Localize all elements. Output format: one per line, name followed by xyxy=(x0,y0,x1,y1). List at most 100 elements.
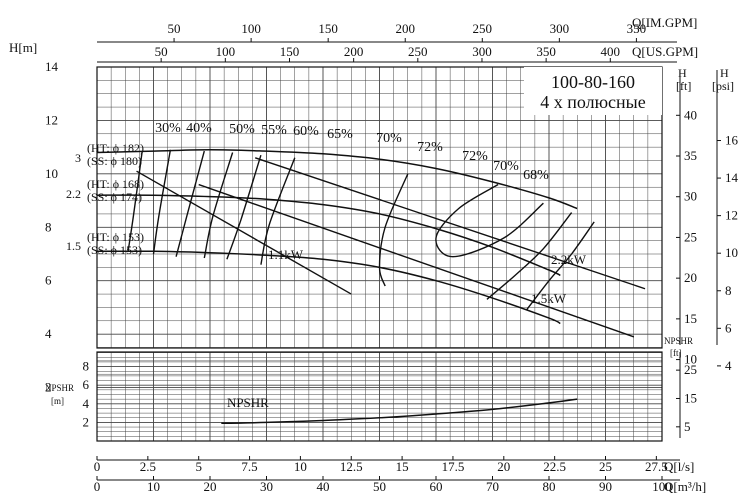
y-tick-label-head-m: 6 xyxy=(45,273,52,288)
y-axis-label-npshr-m-top: NPSHR xyxy=(45,383,74,393)
x-axis-label-ls: Q[l/s] xyxy=(664,459,694,474)
axes xyxy=(96,38,721,481)
y-axis-label-ft-bottom: [ft] xyxy=(676,79,691,93)
x-tick-label-imgpm: 300 xyxy=(550,21,570,36)
power-label: 1.1kW xyxy=(268,247,304,262)
y-tick-label-psi: 4 xyxy=(725,358,732,373)
efficiency-curve xyxy=(127,151,143,252)
x-tick-label-imgpm: 50 xyxy=(168,21,181,36)
series-label: 2.2 xyxy=(66,187,81,201)
series-sublabel-ss: (SS: ϕ 174) xyxy=(87,190,142,204)
x-tick-label-m3h: 50 xyxy=(373,479,386,494)
efficiency-label: 65% xyxy=(327,127,353,142)
x-tick-label-imgpm: 150 xyxy=(318,21,338,36)
x-tick-label-m3h: 60 xyxy=(430,479,443,494)
x-tick-label-usgpm: 100 xyxy=(216,44,236,59)
y-tick-label-head-m: 8 xyxy=(45,219,52,234)
y-axis-label-psi-bottom: [psi] xyxy=(712,79,734,93)
y-tick-label-npshr-m: 4 xyxy=(83,396,90,411)
y-tick-label-psi: 10 xyxy=(725,245,738,260)
x-tick-label-usgpm: 300 xyxy=(472,44,492,59)
y-axis-label-head-m: H[m] xyxy=(9,40,37,55)
series-sublabel-ht: (HT: ϕ 153) xyxy=(87,230,144,244)
x-tick-label-m3h: 20 xyxy=(204,479,217,494)
efficiency-label: 55% xyxy=(261,123,287,138)
series-label: 3 xyxy=(75,151,81,165)
power-line-1-1kw xyxy=(136,170,352,295)
head-frame xyxy=(96,66,663,349)
efficiency-curve xyxy=(525,221,595,311)
efficiency-label: 30% xyxy=(155,121,181,136)
efficiency-curve xyxy=(152,149,172,255)
x-tick-label-imgpm: 200 xyxy=(395,21,415,36)
x-tick-label-m3h: 0 xyxy=(94,479,101,494)
x-tick-label-ls: 12.5 xyxy=(340,459,363,474)
x-tick-label-ls: 17.5 xyxy=(442,459,465,474)
y-tick-label-ft: 25 xyxy=(684,229,697,244)
y-tick-label-npshr-m: 8 xyxy=(83,359,90,374)
y-tick-label-npshr-ft: 15 xyxy=(684,390,697,405)
series-sublabel-ht: (HT: ϕ 182) xyxy=(87,141,144,155)
x-axis-label-m3h: Q[m³/h] xyxy=(664,479,706,494)
power-line-1-5kw xyxy=(198,183,634,338)
efficiency-label: 70% xyxy=(493,159,519,174)
y-tick-label-npshr-ft: 5 xyxy=(684,419,691,434)
y-tick-label-psi: 14 xyxy=(725,170,739,185)
y-tick-label-head-m: 2 xyxy=(45,380,52,395)
series-sublabel-ht: (HT: ϕ 168) xyxy=(87,177,144,191)
y-tick-label-ft: 15 xyxy=(684,311,697,326)
efficiency-label: 40% xyxy=(186,121,212,136)
efficiency-curve xyxy=(203,152,234,259)
y-axis-label-npshr-m-bottom: [m] xyxy=(51,396,64,406)
x-tick-label-m3h: 70 xyxy=(486,479,499,494)
power-label: 2.2kW xyxy=(551,252,587,267)
y-tick-label-npshr-ft: 25 xyxy=(684,362,697,377)
y-tick-label-psi: 12 xyxy=(725,208,738,223)
series-sublabel-ss: (SS: ϕ 180) xyxy=(87,154,142,168)
x-tick-label-m3h: 10 xyxy=(147,479,160,494)
x-tick-label-ls: 20 xyxy=(497,459,510,474)
efficiency-curve xyxy=(378,173,409,287)
efficiency-label: 50% xyxy=(229,122,255,137)
x-axis-label-imgpm: Q[IM.GPM] xyxy=(632,15,697,30)
x-tick-label-usgpm: 50 xyxy=(155,44,168,59)
x-tick-label-imgpm: 250 xyxy=(473,21,493,36)
y-tick-label-npshr-m: 6 xyxy=(83,377,90,392)
x-tick-label-imgpm: 100 xyxy=(241,21,261,36)
x-tick-label-ls: 22.5 xyxy=(543,459,566,474)
x-tick-label-m3h: 100 xyxy=(652,479,672,494)
efficiency-curve xyxy=(175,150,205,257)
title-line-2: 4 х полюсные xyxy=(540,92,646,112)
title-box xyxy=(524,67,662,115)
npshr-frame xyxy=(96,351,663,442)
series-sublabel-ss: (SS: ϕ 153) xyxy=(87,243,142,257)
series-curve-3 xyxy=(96,149,578,210)
x-tick-label-usgpm: 350 xyxy=(536,44,556,59)
efficiency-label: 72% xyxy=(417,140,443,155)
efficiency-label: 70% xyxy=(376,131,402,146)
x-tick-label-ls: 5 xyxy=(195,459,202,474)
series-curve-2-2 xyxy=(96,194,561,277)
y-axis-label-psi-top: H xyxy=(720,66,729,80)
y-tick-label-psi: 8 xyxy=(725,283,732,298)
efficiency-curve xyxy=(435,183,544,258)
x-tick-label-ls: 25 xyxy=(599,459,612,474)
x-tick-label-usgpm: 200 xyxy=(344,44,364,59)
y-tick-label-head-m: 4 xyxy=(45,326,52,341)
y-tick-label-psi: 16 xyxy=(725,133,739,148)
x-tick-label-usgpm: 400 xyxy=(601,44,621,59)
grid xyxy=(96,66,663,442)
power-label: 1.5kW xyxy=(531,291,567,306)
y-tick-label-head-m: 12 xyxy=(45,112,58,127)
series-curve-1-5 xyxy=(96,250,561,325)
y-tick-label-ft: 35 xyxy=(684,148,697,163)
x-tick-label-m3h: 40 xyxy=(317,479,330,494)
x-tick-label-ls: 15 xyxy=(396,459,409,474)
y-axis-label-npshr-ft-bottom: [ft] xyxy=(670,348,682,358)
x-tick-label-ls: 10 xyxy=(294,459,307,474)
x-tick-label-m3h: 30 xyxy=(260,479,273,494)
title-line-1: 100-80-160 xyxy=(551,72,635,92)
y-tick-label-ft: 40 xyxy=(684,107,697,122)
